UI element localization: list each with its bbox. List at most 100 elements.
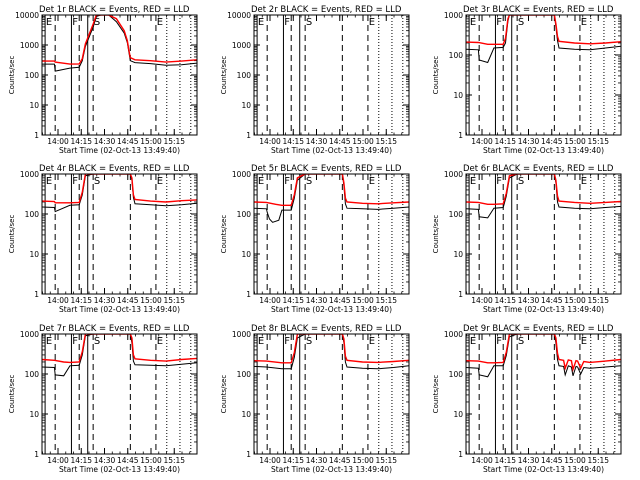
x-tick-label: 14:45: [541, 137, 563, 146]
y-tick-label: 1: [34, 450, 39, 459]
y-tick-label: 1: [246, 450, 251, 459]
x-tick-label: 15:15: [375, 296, 397, 305]
y-tick-label: 1000: [20, 170, 39, 179]
y-tick-label: 10: [29, 101, 39, 110]
y-tick-label: 10: [453, 410, 463, 419]
series-line-events: [466, 15, 621, 64]
x-tick-label: 14:30: [518, 137, 540, 146]
y-tick-label: 10: [241, 410, 251, 419]
x-tick-label: 14:45: [541, 296, 563, 305]
y-tick-label: 10: [29, 410, 39, 419]
x-axis-label: Start Time (02-Oct-13 13:49:40): [483, 305, 604, 314]
event-marker: S: [306, 336, 312, 347]
y-tick-label: 1000: [232, 41, 251, 50]
plot-frame: [253, 173, 410, 295]
x-tick-label: 14:15: [282, 296, 304, 305]
y-tick-label: 10: [453, 91, 463, 100]
event-marker: S: [94, 336, 100, 347]
y-tick-label: 1: [246, 290, 251, 299]
y-tick-label: 100: [25, 71, 40, 80]
y-tick-label: 100: [449, 51, 464, 60]
event-marker: E: [157, 336, 163, 347]
x-tick-label: 14:15: [282, 456, 304, 465]
series-line-lld: [466, 15, 621, 45]
event-marker: S: [306, 176, 312, 187]
event-marker: E: [46, 176, 52, 187]
x-tick-label: 14:00: [471, 296, 493, 305]
y-tick-label: 1: [34, 131, 39, 140]
x-tick-label: 14:00: [47, 137, 69, 146]
event-marker: S: [94, 176, 100, 187]
event-marker: F: [284, 17, 290, 28]
y-axis-label: Counts/sec: [432, 56, 440, 95]
x-tick-label: 15:00: [352, 137, 374, 146]
series-line-events: [254, 334, 409, 370]
event-marker: E: [46, 336, 52, 347]
series-line-lld: [254, 174, 409, 207]
x-axis-label: Start Time (02-Oct-13 13:49:40): [483, 465, 604, 474]
panel-title: Det 2r BLACK = Events, RED = LLD: [251, 5, 402, 15]
event-marker: F: [72, 176, 78, 187]
x-tick-label: 14:45: [329, 296, 351, 305]
x-tick-label: 15:15: [163, 456, 185, 465]
x-tick-label: 14:30: [94, 137, 116, 146]
x-axis-label: Start Time (02-Oct-13 13:49:40): [271, 465, 392, 474]
detector-panel-2: Det 2r BLACK = Events, RED = LLD Counts/s…: [220, 5, 410, 155]
x-tick-label: 14:15: [494, 296, 516, 305]
event-marker: S: [94, 17, 100, 28]
plot-frame: [253, 14, 410, 136]
x-tick-label: 15:00: [564, 296, 586, 305]
y-tick-label: 1000: [20, 330, 39, 339]
y-tick-label: 1: [458, 450, 463, 459]
x-tick-label: 14:00: [259, 296, 281, 305]
event-marker: E: [157, 17, 163, 28]
y-tick-label: 10: [453, 250, 463, 259]
y-axis-label: Counts/sec: [220, 215, 228, 254]
x-tick-label: 14:30: [306, 296, 328, 305]
y-tick-label: 100: [237, 71, 252, 80]
detector-panel-1: Det 1r BLACK = Events, RED = LLD Counts/s…: [8, 5, 198, 155]
y-tick-label: 10000: [227, 11, 251, 20]
y-axis-label: Counts/sec: [432, 215, 440, 254]
x-tick-label: 15:15: [587, 137, 609, 146]
y-tick-label: 1000: [20, 41, 39, 50]
event-marker: E: [470, 176, 476, 187]
event-marker: F: [496, 336, 502, 347]
x-tick-label: 14:45: [117, 296, 139, 305]
panel-title: Det 3r BLACK = Events, RED = LLD: [463, 5, 614, 15]
x-tick-label: 14:30: [306, 137, 328, 146]
event-marker: F: [496, 176, 502, 187]
x-tick-label: 14:45: [329, 456, 351, 465]
y-tick-label: 1000: [444, 11, 463, 20]
y-tick-label: 1000: [444, 330, 463, 339]
panel-title: Det 8r BLACK = Events, RED = LLD: [251, 324, 402, 334]
x-tick-label: 15:15: [375, 456, 397, 465]
y-tick-label: 100: [25, 370, 40, 379]
plot-frame: [465, 14, 622, 136]
x-axis-label: Start Time (02-Oct-13 13:49:40): [59, 465, 180, 474]
x-tick-label: 14:15: [70, 296, 92, 305]
series-line-lld: [466, 174, 621, 206]
panel-title: Det 5r BLACK = Events, RED = LLD: [251, 164, 402, 174]
x-tick-label: 14:00: [471, 456, 493, 465]
x-tick-label: 14:15: [70, 456, 92, 465]
detector-panel-3: Det 3r BLACK = Events, RED = LLD Counts/s…: [432, 5, 622, 155]
x-tick-label: 15:00: [352, 296, 374, 305]
x-tick-label: 14:30: [518, 456, 540, 465]
event-marker: F: [72, 17, 78, 28]
y-axis-label: Counts/sec: [8, 375, 16, 414]
series-line-lld: [42, 15, 197, 65]
x-tick-label: 14:30: [94, 296, 116, 305]
y-tick-label: 1000: [444, 170, 463, 179]
panel-title: Det 1r BLACK = Events, RED = LLD: [39, 5, 190, 15]
x-axis-label: Start Time (02-Oct-13 13:49:40): [59, 305, 180, 314]
detector-panel-4: Det 4r BLACK = Events, RED = LLD Counts/s…: [8, 164, 198, 314]
y-axis-label: Counts/sec: [8, 56, 16, 95]
series-line-lld: [466, 334, 621, 373]
x-tick-label: 14:45: [541, 456, 563, 465]
event-marker: F: [72, 336, 78, 347]
panel-title: Det 6r BLACK = Events, RED = LLD: [463, 164, 614, 174]
x-tick-label: 14:00: [471, 137, 493, 146]
x-tick-label: 14:45: [329, 137, 351, 146]
